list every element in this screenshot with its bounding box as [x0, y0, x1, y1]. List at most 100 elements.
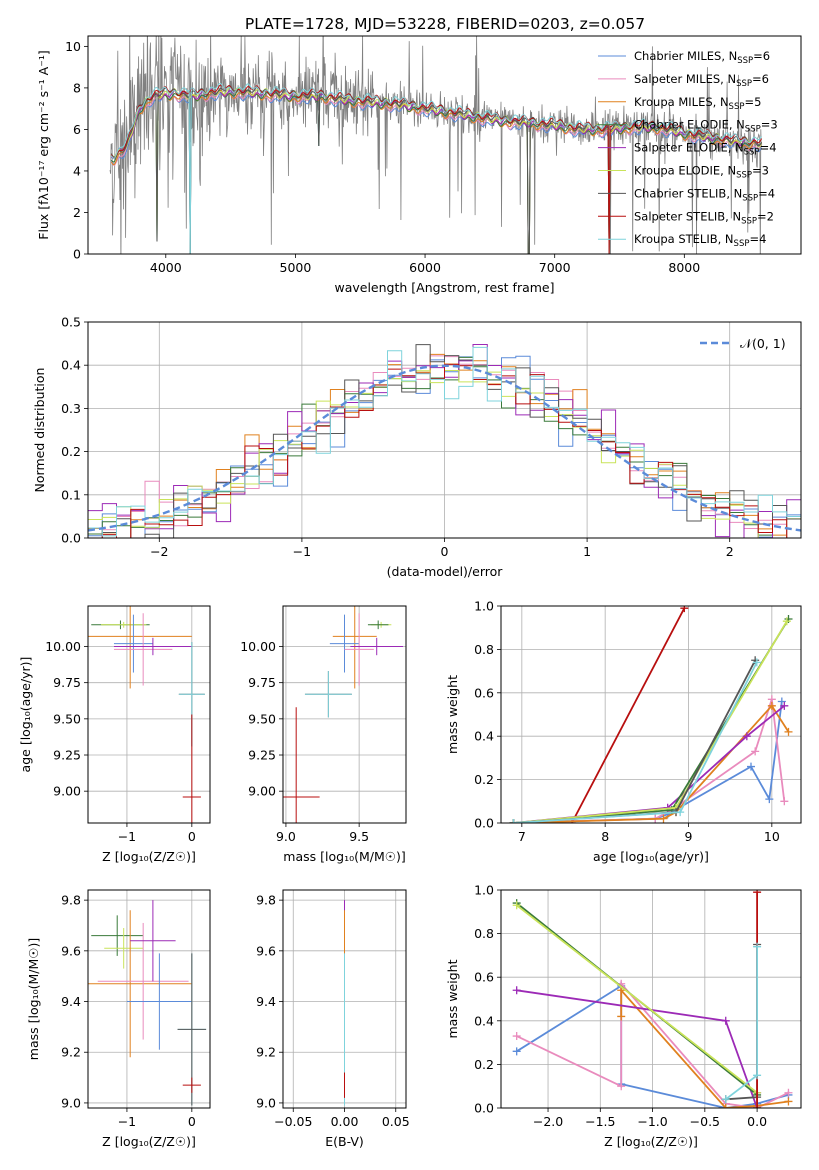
mass-vs-Z-ylabel: mass [log₁₀(M/M☉)]	[26, 938, 41, 1060]
residuals-xtick-label: 2	[726, 544, 734, 559]
age-vs-Z-ytick-label: 9.00	[53, 784, 81, 799]
legend-sub: SSP	[745, 125, 761, 135]
residuals-ylabel: Normed distribution	[32, 368, 47, 493]
residuals-xtick-label: −1	[293, 544, 311, 559]
spectrum-ytick-label: 0	[73, 247, 81, 262]
legend-label: Chabrier ELODIE, N	[634, 118, 745, 132]
legend-tail: =6	[753, 49, 770, 63]
legend-entry: Salpeter STELIB, NSSP=2	[634, 209, 774, 226]
residuals-xtick-label: 1	[583, 544, 591, 559]
mass-vs-Z-ytick-label: 9.0	[61, 1095, 81, 1110]
age-vs-Z-ytick-label: 10.00	[45, 639, 81, 654]
mass-vs-Z-plot-area	[88, 900, 207, 1106]
mass-vs-EBV-xlabel: E(B-V)	[325, 1134, 364, 1149]
weight-vs-Z-ytick-label: 0.2	[474, 1057, 494, 1072]
legend-entry: Chabrier STELIB, NSSP=4	[634, 186, 775, 203]
legend-entry: Kroupa ELODIE, NSSP=3	[634, 164, 769, 181]
weight-vs-Z-xtick-label: −0.5	[690, 1114, 720, 1129]
weight-point-marker	[680, 606, 689, 613]
weight-point-marker	[742, 732, 751, 741]
spectrum-model-line	[110, 84, 763, 254]
weight-series-line	[513, 620, 788, 823]
legend-tail: =4	[760, 141, 777, 155]
weight-point-marker	[753, 942, 762, 951]
weight-vs-age-ylabel: mass weight	[445, 675, 460, 754]
residual-histogram	[88, 363, 801, 538]
spectrum-xtick-label: 7000	[539, 260, 571, 275]
legend-tail: =5	[744, 95, 761, 109]
weight-point-marker	[784, 727, 793, 736]
weight-vs-age-grid	[501, 605, 801, 824]
weight-point-marker	[784, 1088, 793, 1097]
weight-point-marker	[676, 808, 685, 817]
weight-vs-age-xtick-label: 10	[764, 829, 780, 844]
spectrum-xlabel: wavelength [Angstrom, rest frame]	[334, 280, 554, 295]
legend-label: Chabrier STELIB, N	[634, 186, 742, 200]
age-vs-mass-ytick-label: 9.25	[248, 748, 276, 763]
legend-sub: SSP	[742, 193, 758, 203]
residuals-xtick-label: 0	[441, 544, 449, 559]
weight-series-line	[725, 944, 758, 1101]
residual-histogram	[88, 346, 801, 537]
weight-point-marker	[780, 701, 789, 710]
residuals-xlabel: (data-model)/error	[387, 564, 504, 579]
weight-point-marker	[512, 1047, 521, 1056]
age-vs-mass-xtick-label: 9.0	[276, 829, 296, 844]
weight-point-marker	[782, 617, 791, 626]
age-vs-mass-frame	[282, 605, 407, 824]
age-vs-Z-ytick-label: 9.50	[53, 711, 81, 726]
legend-tail: =6	[752, 72, 769, 86]
residuals-frame	[87, 321, 802, 539]
weight-point-marker	[512, 901, 521, 910]
residuals-ytick-label: 0.3	[61, 401, 81, 416]
spectrum-xtick-label: 6000	[409, 260, 441, 275]
legend-sub: SSP	[736, 171, 752, 181]
age-vs-mass-ytick-label: 9.75	[248, 675, 276, 690]
weight-point-marker	[747, 762, 755, 771]
age-vs-mass-ytick-label: 10.00	[240, 639, 276, 654]
weight-point-marker	[752, 658, 761, 667]
legend-sub: SSP	[729, 102, 745, 112]
weight-series-line	[513, 699, 786, 823]
weight-point-marker	[721, 1016, 730, 1025]
mass-vs-Z-ytick-label: 9.6	[61, 943, 81, 958]
weight-vs-Z-plot-area	[512, 890, 793, 1108]
legend-label: Kroupa ELODIE, N	[634, 164, 736, 178]
age-vs-mass-panel: 9.0 9.5 9.00 9.25 9.50 9.75 10.00 mass [log₁₀(M…	[240, 605, 407, 864]
weight-vs-age-ytick-label: 0.4	[474, 729, 494, 744]
weight-point-marker	[721, 1095, 730, 1104]
weight-series-line	[725, 946, 758, 1101]
age-vs-mass-ytick-label: 9.50	[248, 711, 276, 726]
mass-vs-EBV-xtick-label: −0.05	[274, 1114, 312, 1129]
weight-vs-age-xtick-label: 9	[685, 829, 693, 844]
legend-label: Salpeter ELODIE, N	[634, 141, 744, 155]
weight-point-marker	[777, 697, 786, 706]
mass-vs-EBV-xtick-label: 0.00	[331, 1114, 359, 1129]
weight-point-marker	[721, 1104, 730, 1108]
weight-point-marker	[512, 1032, 521, 1041]
mass-vs-EBV-ytick-label: 9.2	[256, 1045, 276, 1060]
residuals-xtick-label: −2	[150, 544, 168, 559]
legend-label: Salpeter MILES, N	[634, 72, 736, 86]
spectrum-xtick-label: 5000	[280, 260, 312, 275]
weight-vs-Z-ytick-label: 0.6	[474, 970, 494, 985]
weight-series-line	[513, 701, 783, 823]
mass-vs-Z-frame	[87, 889, 211, 1109]
weight-vs-Z-ytick-label: 1.0	[474, 883, 494, 898]
spectrum-ytick-label: 2	[73, 205, 81, 220]
weight-series-line	[513, 704, 790, 823]
spectrum-panel: 4000 5000 6000 7000 8000 0 2 4 6 8 10 wavelength [A…	[36, 35, 802, 295]
mass-vs-Z-ytick-label: 9.4	[61, 994, 81, 1009]
mass-vs-Z-ytick-label: 9.2	[61, 1045, 81, 1060]
age-vs-Z-plot-area	[88, 606, 205, 823]
spectrum-frame	[87, 35, 802, 255]
weight-point-marker	[617, 1012, 626, 1021]
age-vs-Z-xtick-label: 0	[188, 829, 196, 844]
spectrum-ytick-label: 4	[73, 163, 81, 178]
spectrum-xtick-label: 4000	[150, 260, 182, 275]
weight-vs-Z-ylabel: mass weight	[445, 959, 460, 1038]
age-vs-mass-ytick-label: 9.00	[248, 784, 276, 799]
weight-vs-Z-ytick-label: 0.4	[474, 1013, 494, 1028]
